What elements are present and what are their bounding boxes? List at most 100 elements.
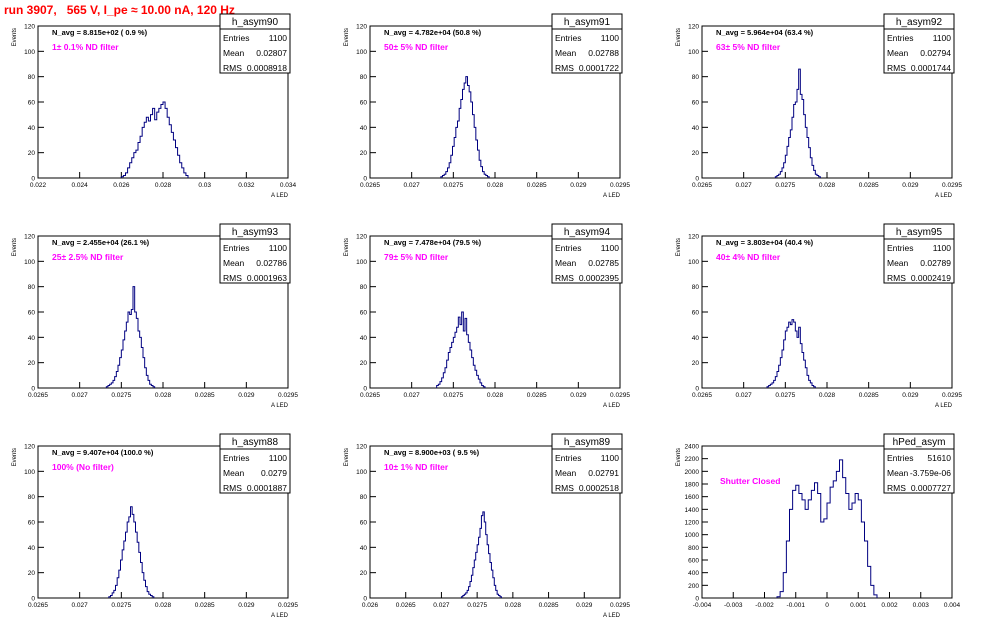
stats-box	[219, 13, 291, 74]
y-tick-label: 1200	[685, 520, 700, 527]
y-tick-label: 2000	[685, 469, 700, 476]
stats-value: 1100	[933, 243, 952, 253]
stats-value: 1100	[601, 453, 620, 463]
stats-box	[551, 433, 623, 494]
navg-label: N_avg = 9.407e+04 (100.0 %)	[52, 448, 154, 457]
y-tick-label: 100	[688, 259, 699, 266]
y-axis-label: Events	[344, 448, 350, 466]
y-tick-label: 60	[360, 520, 368, 527]
y-tick-label: 600	[688, 558, 699, 565]
stats-label: Entries	[555, 453, 581, 463]
x-tick-label: 0.0265	[396, 602, 416, 609]
y-tick-label: 40	[28, 335, 36, 342]
y-tick-label: 120	[356, 24, 367, 31]
x-axis-label: A LED	[603, 613, 621, 619]
filter-note: 25± 2.5% ND filter	[52, 252, 124, 262]
x-tick-label: 0.0265	[692, 392, 712, 399]
histogram-title: h_asym91	[564, 17, 611, 28]
x-tick-label: 0.028	[505, 602, 522, 609]
y-tick-label: 100	[356, 49, 367, 56]
y-tick-label: 20	[692, 150, 700, 157]
stats-value: 0.02788	[588, 48, 619, 58]
x-tick-label: 0.004	[944, 602, 961, 609]
stats-value: 0.0001887	[247, 483, 287, 493]
y-tick-label: 40	[28, 125, 36, 132]
stats-label: Mean	[887, 468, 909, 478]
x-tick-label: 0.026	[113, 182, 130, 189]
y-tick-label: 400	[688, 570, 699, 577]
y-tick-label: 40	[692, 125, 700, 132]
x-tick-label: 0.0285	[527, 392, 547, 399]
x-tick-label: 0.001	[850, 602, 867, 609]
x-tick-label: 0.003	[913, 602, 930, 609]
stats-label: Entries	[887, 243, 913, 253]
x-tick-label: 0.029	[902, 392, 919, 399]
stats-box	[219, 433, 291, 494]
filter-note: 50± 5% ND filter	[384, 42, 449, 52]
y-tick-label: 100	[688, 49, 699, 56]
x-tick-label: 0.0265	[28, 602, 48, 609]
stats-value: 0.02807	[256, 48, 287, 58]
x-tick-label: 0.0275	[467, 602, 487, 609]
x-tick-label: 0.027	[72, 392, 89, 399]
histogram-panel-h_asym95: 0 20 40 60 80 100 120 0.0265 0.027 0.0275 0.028 0.0…	[676, 223, 962, 409]
y-axis-label: Events	[676, 28, 682, 46]
x-tick-label: 0.0285	[195, 392, 215, 399]
filter-note: Shutter Closed	[720, 476, 780, 486]
y-tick-label: 80	[28, 494, 36, 501]
histogram-line-h_asym92	[774, 68, 821, 178]
x-tick-label: 0.029	[570, 182, 587, 189]
x-axis-label: A LED	[935, 193, 953, 199]
stats-label: RMS	[555, 63, 574, 73]
y-tick-label: 20	[360, 570, 368, 577]
histogram-line-h_asym90	[120, 101, 189, 178]
y-tick-label: 40	[28, 545, 36, 552]
y-tick-label: 120	[356, 234, 367, 241]
stats-label: Mean	[555, 48, 577, 58]
x-tick-label: 0.024	[72, 182, 89, 189]
stats-label: RMS	[555, 483, 574, 493]
histogram-line-h_asym91	[440, 76, 490, 178]
stats-value: 0.0001744	[911, 63, 951, 73]
y-tick-label: 0	[31, 386, 35, 393]
x-tick-label: 0.03	[198, 182, 211, 189]
y-tick-label: 60	[360, 310, 368, 317]
stats-value: -3.759e-06	[910, 468, 951, 478]
x-axis-label: A LED	[935, 403, 953, 409]
x-tick-label: 0.027	[433, 602, 450, 609]
y-tick-label: 0	[363, 596, 367, 603]
x-axis-label: A LED	[271, 613, 289, 619]
y-tick-label: 1400	[685, 507, 700, 514]
stats-label: Mean	[887, 258, 909, 268]
y-axis-label: Events	[344, 238, 350, 256]
x-axis-label: A LED	[271, 403, 289, 409]
y-tick-label: 60	[28, 100, 36, 107]
y-tick-label: 20	[28, 150, 36, 157]
x-tick-label: 0.0295	[610, 182, 630, 189]
y-tick-label: 80	[692, 74, 700, 81]
histogram-panel-h_asym90: 0 20 40 60 80 100 120 0.022 0.024 0.026 0.028 0.03 0…	[12, 13, 297, 199]
y-tick-label: 0	[695, 176, 699, 183]
y-tick-label: 120	[24, 24, 35, 31]
x-tick-label: 0.029	[570, 392, 587, 399]
navg-label: N_avg = 3.803e+04 (40.4 %)	[716, 238, 814, 247]
y-tick-label: 0	[695, 596, 699, 603]
x-tick-label: 0.0265	[28, 392, 48, 399]
y-tick-label: 80	[360, 494, 368, 501]
stats-value: 1100	[269, 243, 288, 253]
x-tick-label: 0.028	[487, 182, 504, 189]
stats-value: 1100	[933, 33, 952, 43]
stats-value: 0.02786	[256, 258, 287, 268]
stats-value: 0.02785	[588, 258, 619, 268]
x-tick-label: 0.027	[736, 392, 753, 399]
stats-box	[219, 223, 291, 284]
y-tick-label: 60	[692, 310, 700, 317]
y-axis-label: Events	[676, 238, 682, 256]
stats-label: Mean	[887, 48, 909, 58]
histogram-title: h_asym92	[896, 17, 943, 28]
stats-value: 1100	[269, 33, 288, 43]
y-tick-label: 40	[692, 335, 700, 342]
histogram-line-h_asym89	[460, 511, 502, 598]
y-tick-label: 100	[24, 49, 35, 56]
stats-value: 0.0279	[261, 468, 287, 478]
